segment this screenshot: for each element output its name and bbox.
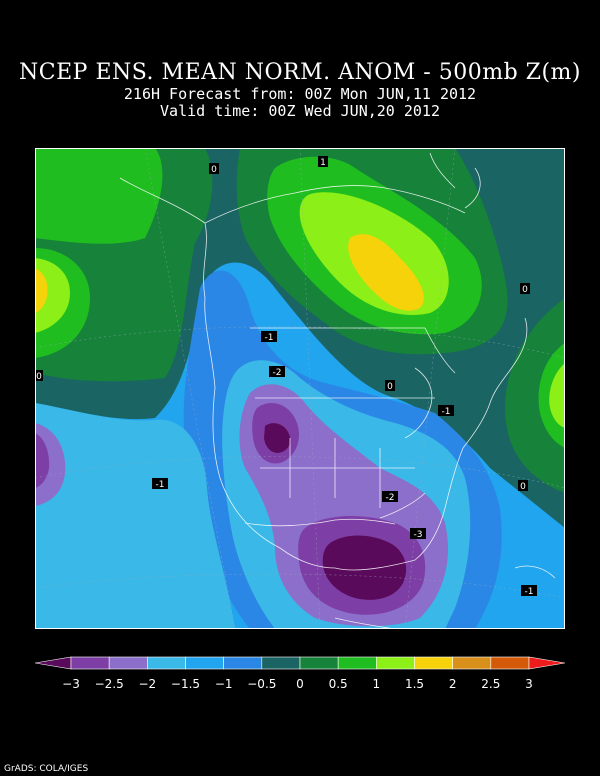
legend-swatch — [299, 656, 339, 670]
legend-tick-label: −1.5 — [171, 677, 200, 691]
legend-tick-label: −3 — [62, 677, 80, 691]
legend-swatch — [490, 656, 530, 670]
field-darkpurple-s — [322, 535, 407, 600]
field-darkpurple-nw — [264, 423, 291, 453]
legend-swatch — [452, 656, 492, 670]
contour-label-text: -2 — [273, 368, 282, 378]
legend-tick-label: 0.5 — [329, 677, 348, 691]
contour-label-text: 0 — [520, 482, 526, 492]
legend-swatch — [35, 656, 72, 670]
legend-swatch — [108, 656, 148, 670]
contour-label: -2 — [382, 491, 398, 503]
field-purple-w — [35, 433, 50, 488]
legend-tick-label: −0.5 — [247, 677, 276, 691]
contour-label-text: -3 — [414, 530, 423, 540]
legend-tick-label: 2.5 — [481, 677, 500, 691]
legend-tick-label: −1 — [215, 677, 233, 691]
field-green-east — [505, 298, 565, 493]
contour-label-text: -1 — [156, 480, 165, 490]
contour-labels: 0 1 0 0 -1 -2 0 -1 -1 -2 -3 0 -1 — [35, 156, 537, 597]
field-brightgreen-nw — [35, 148, 163, 244]
legend-tick-label: −2.5 — [95, 677, 124, 691]
legend-tick-label: 0 — [296, 677, 304, 691]
contour-label: 0 — [385, 380, 395, 392]
credit-text: GrADS: COLA/IGES — [4, 764, 89, 774]
anomaly-map: 0 1 0 0 -1 -2 0 -1 -1 -2 -3 0 -1 — [35, 148, 565, 629]
contour-label-text: -2 — [386, 493, 395, 503]
legend-swatch — [337, 656, 377, 670]
field-yellow-canada — [348, 234, 424, 311]
contour-label-text: -1 — [265, 333, 274, 343]
legend-tick-label: 2 — [449, 677, 457, 691]
legend-swatch — [147, 656, 186, 670]
field-lime-east — [549, 363, 565, 428]
contour-label: -1 — [152, 478, 168, 490]
legend-swatch — [223, 656, 263, 670]
contour-label: 0 — [518, 480, 528, 492]
legend-tick-label: −2 — [138, 677, 156, 691]
legend-swatch — [376, 656, 415, 670]
color-swatches — [35, 656, 565, 670]
graticule — [35, 148, 565, 629]
field-yellow-w — [35, 268, 48, 313]
contour-label-text: -1 — [525, 587, 534, 597]
chart-title: NCEP ENS. MEAN NORM. ANOM - 500mb Z(m) — [19, 60, 581, 85]
contour-label: -1 — [261, 331, 277, 343]
legend-tick-label: 3 — [525, 677, 533, 691]
legend-swatch — [185, 656, 224, 670]
contour-label-text: 0 — [36, 372, 42, 382]
contour-label-text: 0 — [211, 165, 217, 175]
contour-label: -1 — [521, 585, 537, 597]
legend-swatch — [414, 656, 453, 670]
tick-labels: −3 −2.5 −2 −1.5 −1 −0.5 0 0.5 1 1.5 2 2.5 3 — [62, 677, 533, 691]
forecast-line: 216H Forecast from: 00Z Mon JUN,11 2012 — [123, 85, 477, 103]
contour-label: -3 — [410, 528, 426, 540]
contour-label: 0 — [35, 370, 43, 382]
contour-label-text: -1 — [442, 407, 451, 417]
legend-swatch — [261, 656, 301, 670]
contour-label: -2 — [269, 366, 285, 378]
map-frame — [35, 148, 565, 629]
contour-label: -1 — [438, 405, 454, 417]
contour-label-text: 1 — [320, 158, 326, 168]
legend-tick-label: 1.5 — [405, 677, 424, 691]
legend-swatch — [528, 656, 565, 670]
color-legend: −3 −2.5 −2 −1.5 −1 −0.5 0 0.5 1 1.5 2 2.5 3 — [35, 656, 565, 691]
contour-label-text: 0 — [522, 285, 528, 295]
legend-swatch — [70, 656, 110, 670]
contour-label-text: 0 — [387, 382, 393, 392]
legend-tick-label: 1 — [373, 677, 381, 691]
contour-label: 0 — [520, 283, 530, 295]
valid-time-line: Valid time: 00Z Wed JUN,20 2012 — [160, 102, 440, 120]
contour-label: 1 — [318, 156, 328, 168]
contour-label: 0 — [209, 163, 219, 175]
